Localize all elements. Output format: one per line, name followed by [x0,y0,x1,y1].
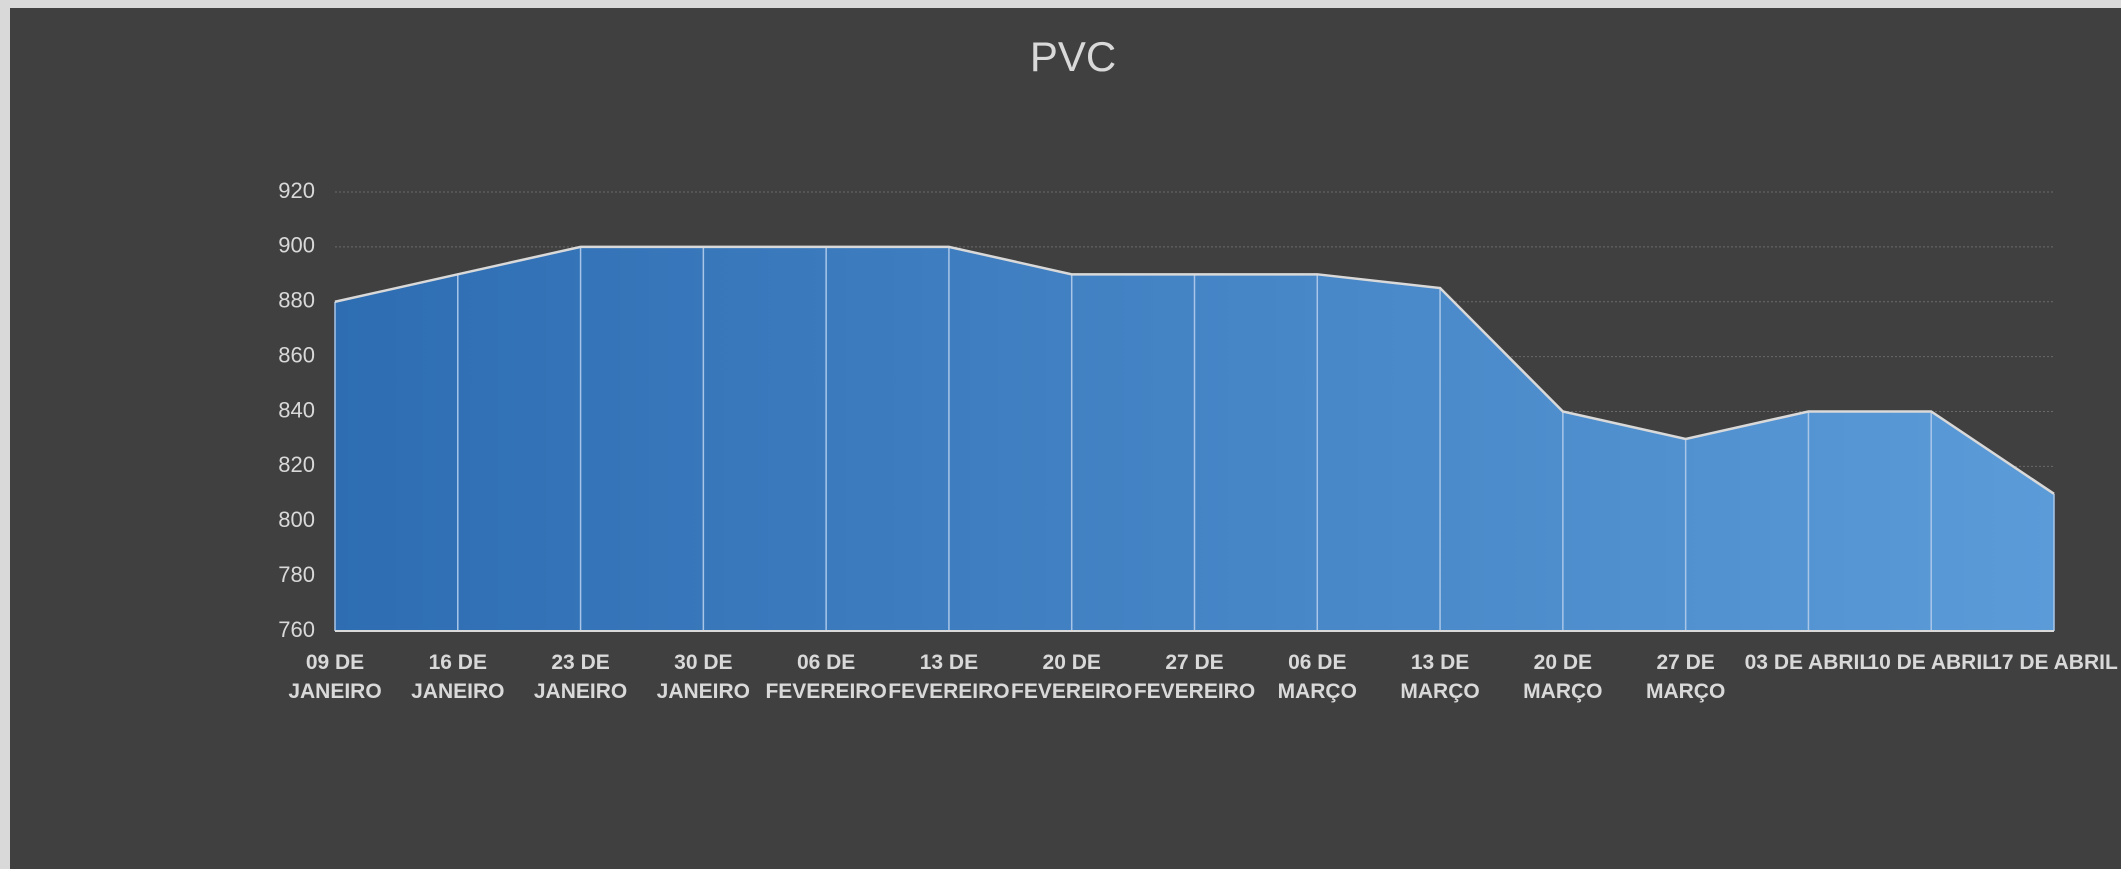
y-tick-label: 780 [278,562,315,587]
area-outline [334,245,2055,495]
x-tick-label: 27 DE FEVEREIRO [1133,651,1256,703]
x-tick-label: 16 DE JANEIRO [411,651,505,703]
x-tick-label: 03 DE ABRIL [1744,651,1873,674]
x-tick-label: 13 DE MARÇO [1400,651,1480,703]
x-tick-label: 17 DE ABRIL [1990,651,2118,674]
x-tick-label: 20 DE FEVEREIRO [1011,651,1133,703]
x-tick-label: 20 DE MARÇO [1523,651,1603,703]
x-tick-label: 27 DE MARÇO [1645,651,1726,703]
x-tick-label: 09 DE JANEIRO [288,651,382,703]
y-tick-label: 840 [278,397,315,422]
x-tick-label: 10 DE ABRIL [1867,651,1995,674]
y-tick-label: 920 [278,178,315,203]
y-tick-label: 760 [278,617,315,642]
chart-title: PVC [1030,33,1116,80]
y-tick-label: 820 [278,452,315,477]
x-tick-label: 30 DE JANEIRO [656,651,751,703]
x-tick-label: 23 DE JANEIRO [533,651,628,703]
x-tick-label: 06 DE MARÇO [1277,651,1357,703]
x-tick-label: 13 DE FEVEREIRO [888,651,1010,703]
y-tick-label: 800 [278,507,315,532]
y-tick-label: 900 [278,233,315,258]
x-tick-label: 06 DE FEVEREIRO [765,651,887,703]
y-tick-label: 860 [278,342,315,367]
y-tick-label: 880 [278,288,315,313]
